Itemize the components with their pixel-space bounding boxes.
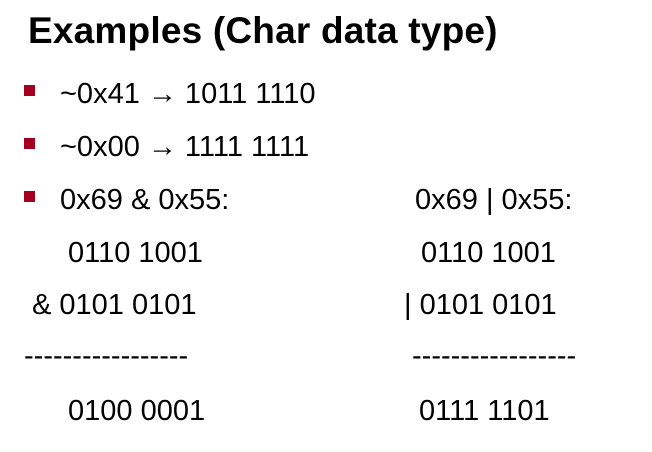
or-operand-2: | 0101 0101 [404,289,557,321]
slide-title: Examples (Char data type) [28,10,498,51]
and-separator: ----------------- [24,340,189,372]
bullet-text-3: 0x69 & 0x55: [60,184,230,216]
or-result: 0111 1101 [419,395,550,427]
bullet-text-1: ~0x41 → 1011 1110 [60,78,316,110]
and-operand-2: & 0101 0101 [32,289,197,321]
bullet-marker-3 [24,191,35,202]
bullet-text-2: ~0x00 → 1111 1111 [60,131,310,163]
and-operand-1: 0110 1001 [68,237,203,269]
or-operand-1: 0110 1001 [421,237,556,269]
or-separator: ----------------- [412,340,577,372]
or-example-header: 0x69 | 0x55: [415,184,573,216]
and-result: 0100 0001 [68,395,206,427]
bullet-marker-1 [24,85,35,96]
bullet-marker-2 [24,138,35,149]
